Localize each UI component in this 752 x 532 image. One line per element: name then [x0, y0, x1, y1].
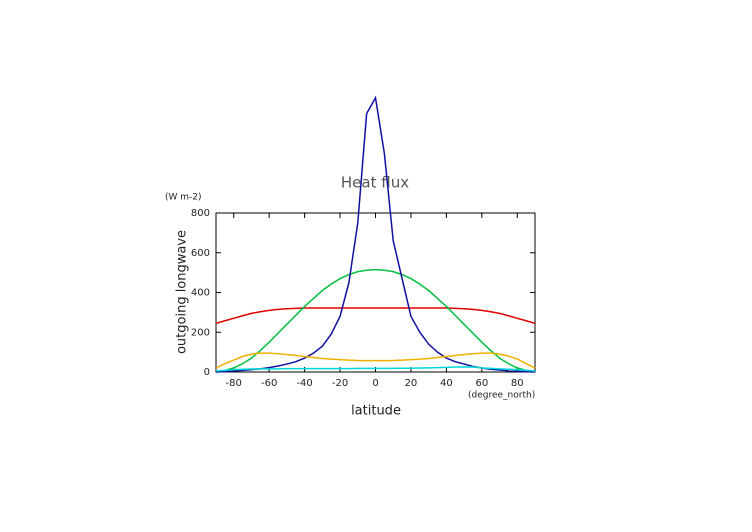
- line-series: [215, 366, 536, 372]
- x-tick-label: 40: [440, 378, 453, 389]
- x-tick-label: -40: [296, 378, 312, 389]
- x-axis-label: latitude: [351, 404, 401, 419]
- x-tick-label: 60: [475, 378, 488, 389]
- line-series: [215, 268, 536, 373]
- x-units: (degree_north): [468, 391, 535, 401]
- x-tick-label: 80: [511, 378, 524, 389]
- x-tick-label: 0: [372, 378, 378, 389]
- y-tick-label: 200: [191, 327, 210, 338]
- chart-title: Heat flux: [341, 174, 409, 192]
- y-tick-label: 400: [191, 288, 210, 299]
- line-series: [215, 352, 536, 369]
- x-tick-label: 20: [405, 378, 418, 389]
- line-series: [215, 307, 536, 325]
- y-tick-label: 0: [204, 367, 210, 378]
- x-tick-label: -80: [226, 378, 242, 389]
- line-series: [215, 95, 536, 373]
- x-tick-label: -20: [332, 378, 348, 389]
- y-tick-label: 600: [191, 248, 210, 259]
- y-axis-label: outgoing longwave: [175, 230, 190, 354]
- x-tick-label: -60: [261, 378, 277, 389]
- y-units: (W m-2): [165, 193, 202, 203]
- y-tick-label: 800: [191, 208, 210, 219]
